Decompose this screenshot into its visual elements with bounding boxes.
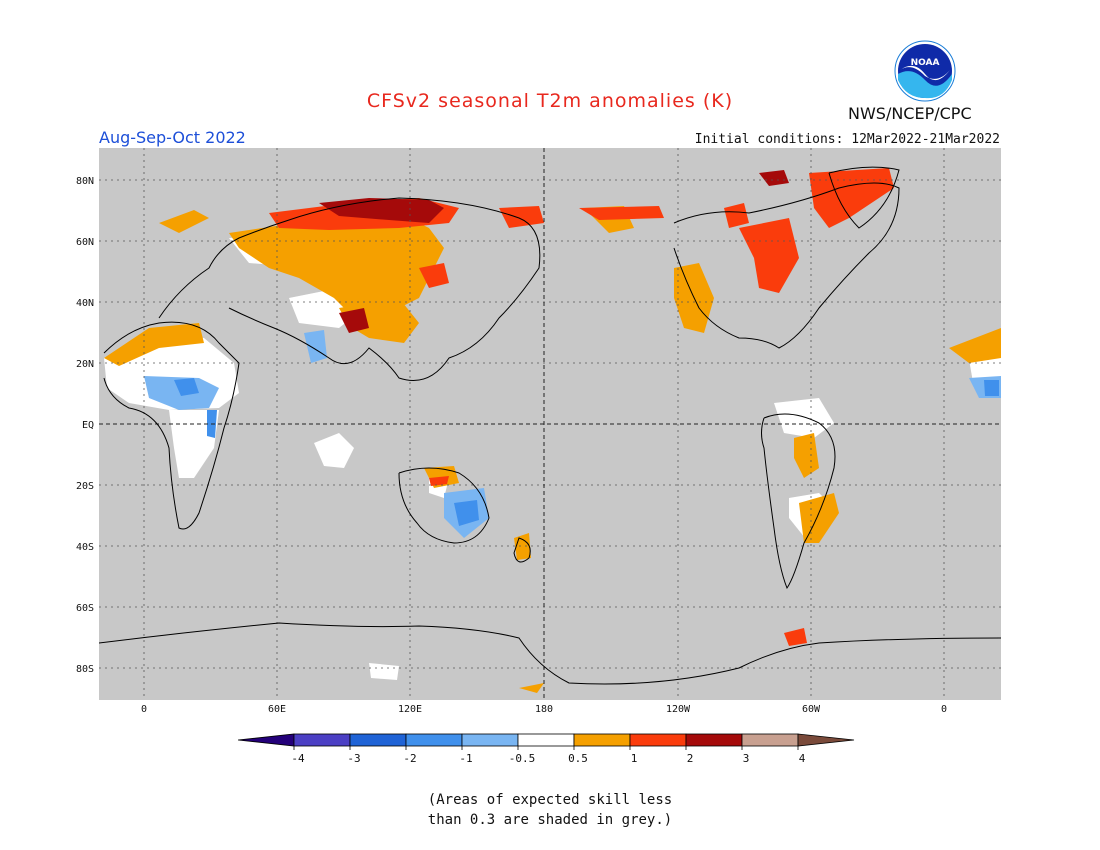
lat-label-60s: 60S: [75, 603, 94, 614]
warm-05-1-regions: [104, 206, 1001, 693]
lon-label-180: 180: [534, 704, 554, 715]
colorbar-label: 3: [742, 752, 750, 765]
colorbar-swatch: [517, 733, 575, 747]
lat-label-40n: 40N: [75, 298, 94, 309]
lat-label-20n: 20N: [75, 359, 94, 370]
anomaly-map: [99, 148, 1001, 700]
colorbar-swatch: [349, 733, 407, 747]
lon-label-120e: 120E: [397, 704, 423, 715]
skill-note-line1: (Areas of expected skill less: [427, 792, 673, 808]
colorbar-arrow-low: [238, 733, 295, 747]
lon-label-120w: 120W: [665, 704, 691, 715]
noaa-logo-icon: NOAA: [894, 40, 956, 102]
season-label: Aug-Sep-Oct 2022: [99, 128, 246, 147]
colorbar-label: 1: [630, 752, 638, 765]
skill-note-line2: than 0.3 are shaded in grey.): [427, 812, 673, 828]
colorbar-label: -2: [403, 752, 417, 765]
colorbar-swatch: [293, 733, 351, 747]
colorbar-label: -4: [291, 752, 305, 765]
colorbar-label: 0.5: [568, 752, 588, 765]
logo-text: NOAA: [911, 58, 940, 68]
lat-label-eq: EQ: [81, 420, 94, 431]
lon-label-0: 0: [140, 704, 148, 715]
warm-2-3-regions: [319, 170, 789, 333]
colorbar-label: 4: [798, 752, 806, 765]
map-title: CFSv2 seasonal T2m anomalies (K): [366, 90, 734, 112]
lat-label-20s: 20S: [75, 481, 94, 492]
colorbar-swatch: [461, 733, 519, 747]
colorbar-swatch: [629, 733, 687, 747]
lat-label-80n: 80N: [75, 176, 94, 187]
colorbar-label: -1: [459, 752, 473, 765]
coastlines: [99, 166, 1001, 685]
colorbar-label: -3: [347, 752, 361, 765]
colorbar-swatch: [741, 733, 799, 747]
lon-label-60w: 60W: [801, 704, 821, 715]
equator-dateline: [99, 148, 1001, 700]
colorbar-label: 2: [686, 752, 694, 765]
agency-label: NWS/NCEP/CPC: [848, 104, 972, 123]
colorbar-label: -0.5: [508, 752, 536, 765]
colorbar-swatch: [573, 733, 631, 747]
lon-label-0-east: 0: [940, 704, 948, 715]
lon-label-60e: 60E: [267, 704, 287, 715]
colorbar-swatch: [685, 733, 743, 747]
colorbar-arrow-high: [797, 733, 855, 747]
colorbar: [238, 733, 855, 750]
colorbar-swatch: [405, 733, 463, 747]
lat-label-40s: 40S: [75, 542, 94, 553]
initial-conditions-label: Initial conditions: 12Mar2022-21Mar2022: [694, 132, 1000, 147]
lat-label-80s: 80S: [75, 664, 94, 675]
lat-label-60n: 60N: [75, 237, 94, 248]
